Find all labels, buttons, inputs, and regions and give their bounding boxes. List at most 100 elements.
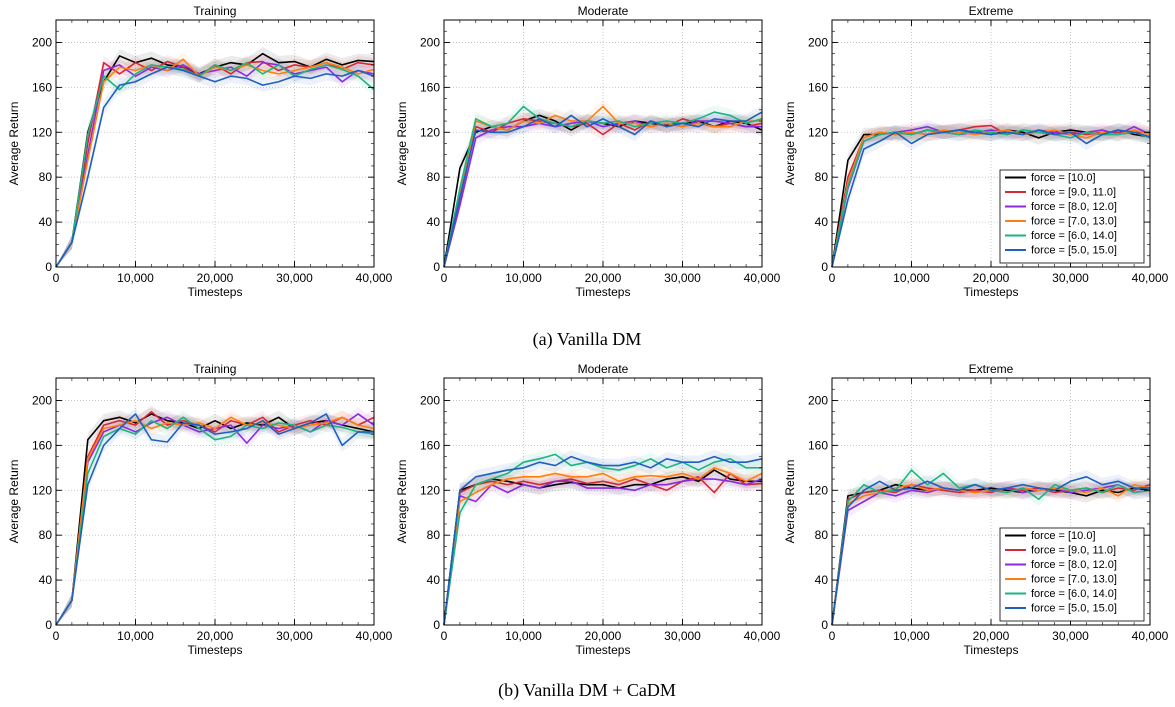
x-tick-label: 10,000 (117, 629, 154, 643)
y-tick-label: 0 (45, 618, 52, 632)
y-tick-label: 0 (433, 260, 440, 274)
series-line-6 (831, 475, 1150, 626)
chart-panel-3: 0 40 80 120 160 200 0 10,000 20,000 30,000 40,000 E… (783, 4, 1169, 299)
y-tick-label: 80 (815, 170, 829, 184)
legend-label: force = [8.0, 12.0] (1031, 559, 1117, 571)
y-tick-label: 200 (420, 35, 440, 49)
series-band-2 (832, 118, 1150, 267)
legend-label: force = [7.0, 13.0] (1031, 216, 1117, 228)
series-line-1 (443, 469, 762, 626)
series-band-3 (56, 55, 374, 267)
y-axis-label: Average Return (7, 102, 21, 186)
panel-title: Extreme (969, 362, 1014, 376)
x-tick-label: 30,000 (276, 271, 313, 285)
series-band-5 (444, 99, 762, 267)
legend-label: force = [9.0, 11.0] (1031, 187, 1116, 199)
x-axis-label: Timesteps (188, 285, 243, 299)
legend-label: force = [6.0, 14.0] (1031, 230, 1117, 242)
chart-panel-6: 0 40 80 120 160 200 0 10,000 20,000 30,000 40,000 E… (783, 362, 1169, 657)
x-tick-label: 40,000 (744, 629, 781, 643)
series-band-4 (444, 461, 762, 625)
series-band-5 (56, 410, 374, 625)
series-line-6 (55, 66, 375, 268)
series-line-5 (443, 105, 763, 268)
series-line-4 (55, 416, 375, 626)
x-tick-label: 20,000 (973, 271, 1010, 285)
y-axis-label: Average Return (783, 102, 797, 186)
y-tick-label: 120 (420, 125, 440, 139)
series-band-3 (444, 114, 762, 268)
legend-box (999, 527, 1145, 622)
y-tick-label: 200 (420, 393, 440, 407)
chart-panel-4: 0 40 80 120 160 200 0 10,000 20,000 30,000 40,000 T… (7, 362, 393, 657)
series-line-4 (443, 467, 763, 626)
x-tick-label: 40,000 (1132, 629, 1169, 643)
x-tick-label: 10,000 (505, 629, 542, 643)
x-tick-label: 0 (441, 629, 448, 643)
x-tick-label: 40,000 (356, 629, 393, 643)
y-tick-label: 120 (808, 125, 828, 139)
series-band-6 (444, 449, 762, 625)
chart-panel-2: 0 40 80 120 160 200 0 10,000 20,000 30,000 40,000 M… (395, 4, 781, 299)
panel-title: Training (194, 362, 237, 376)
y-tick-label: 40 (427, 573, 441, 587)
y-tick-label: 160 (420, 80, 440, 94)
series-line-6 (443, 111, 763, 268)
series-band-4 (444, 99, 762, 267)
legend-label: force = [9.0, 11.0] (1031, 545, 1116, 557)
y-tick-label: 40 (815, 215, 829, 229)
series-band-5 (444, 447, 762, 625)
series-line-5 (443, 453, 762, 626)
series-line-6 (443, 455, 763, 626)
y-tick-label: 0 (45, 260, 52, 274)
series-band-2 (444, 466, 762, 625)
x-tick-label: 40,000 (356, 271, 393, 285)
y-tick-label: 200 (32, 393, 52, 407)
x-tick-label: 0 (829, 629, 836, 643)
x-axis-label: Timesteps (964, 285, 1019, 299)
panel-title: Moderate (578, 4, 629, 18)
series-band-1 (56, 407, 374, 625)
y-tick-label: 80 (427, 528, 441, 542)
y-tick-label: 80 (427, 170, 441, 184)
x-tick-label: 0 (53, 629, 60, 643)
y-tick-label: 40 (427, 215, 441, 229)
panel-title: Moderate (578, 362, 629, 376)
x-tick-label: 40,000 (1132, 271, 1169, 285)
series-line-5 (55, 61, 375, 268)
series-line-4 (55, 58, 375, 268)
x-axis-label: Timesteps (576, 643, 631, 657)
series-band-1 (444, 108, 762, 267)
y-tick-label: 80 (39, 170, 53, 184)
y-axis-label: Average Return (395, 102, 409, 186)
y-tick-label: 200 (32, 35, 52, 49)
x-tick-label: 30,000 (1052, 271, 1089, 285)
legend: force = [10.0] force = [9.0, 11.0] force =… (999, 527, 1145, 622)
x-axis-label: Timesteps (188, 643, 243, 657)
x-tick-label: 10,000 (505, 271, 542, 285)
y-tick-label: 120 (808, 483, 828, 497)
legend-label: force = [5.0, 15.0] (1031, 603, 1117, 615)
x-tick-label: 30,000 (664, 629, 701, 643)
series-band-3 (444, 472, 762, 625)
series-line-1 (55, 413, 375, 626)
y-tick-label: 40 (39, 573, 53, 587)
x-tick-label: 20,000 (197, 629, 234, 643)
legend-label: force = [8.0, 12.0] (1031, 201, 1117, 213)
x-tick-label: 0 (829, 271, 836, 285)
y-tick-label: 120 (32, 125, 52, 139)
series-line-4 (443, 105, 762, 268)
series-line-5 (55, 416, 375, 626)
y-tick-label: 160 (808, 80, 828, 94)
chart-panel-5: 0 40 80 120 160 200 0 10,000 20,000 30,000 40,000 M… (395, 362, 781, 657)
x-tick-label: 20,000 (197, 271, 234, 285)
series-line-6 (831, 129, 1151, 268)
y-tick-label: 80 (815, 528, 829, 542)
legend-label: force = [6.0, 14.0] (1031, 588, 1117, 600)
legend-label: force = [10.0] (1031, 530, 1096, 542)
x-tick-label: 30,000 (664, 271, 701, 285)
series-line-6 (55, 413, 374, 626)
y-tick-label: 0 (821, 260, 828, 274)
y-tick-label: 0 (821, 618, 828, 632)
